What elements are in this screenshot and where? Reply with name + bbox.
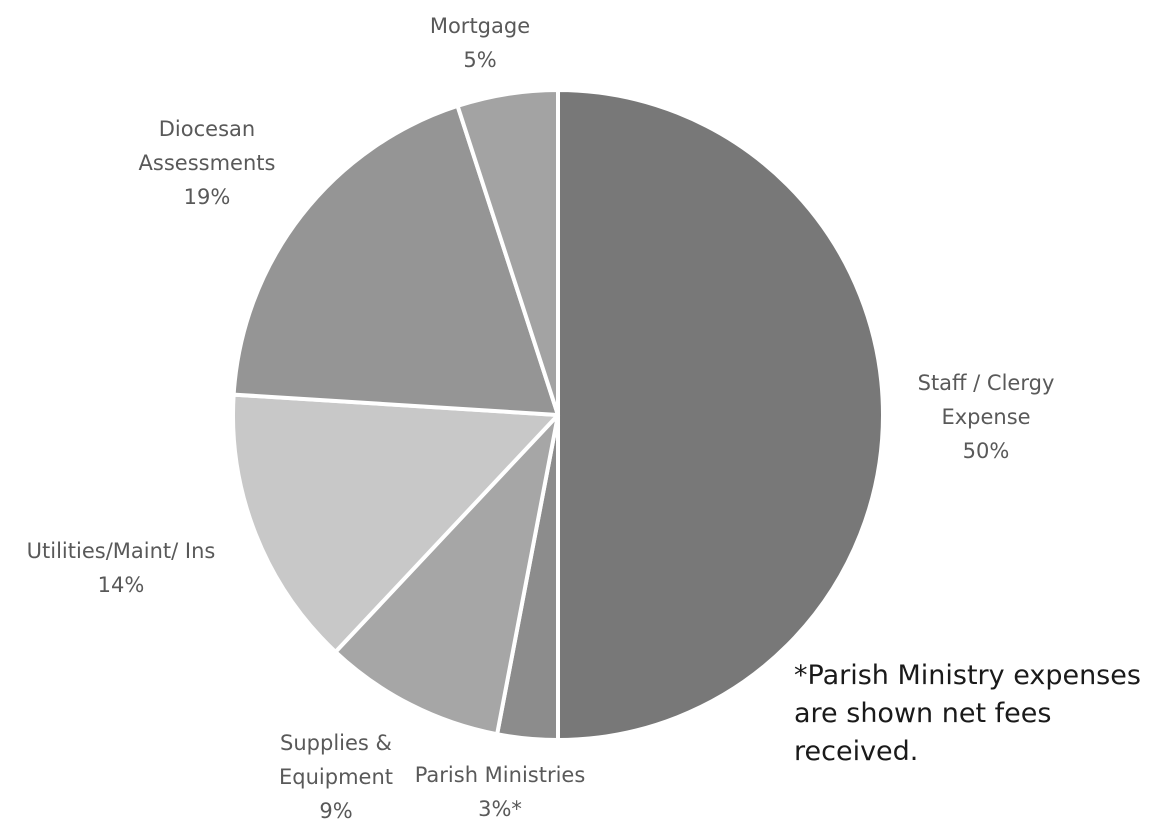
slice-label-line: Diocesan (159, 117, 255, 141)
slice-label-diocesan-assessments: Diocesan Assessments 19% (139, 117, 276, 209)
slice-label-line: 50% (963, 439, 1010, 463)
slice-label-line: Assessments (139, 151, 276, 175)
slice-label-line: Mortgage (430, 14, 530, 38)
slice-label-line: Staff / Clergy (918, 371, 1055, 395)
slice-label-line: Supplies & (280, 731, 392, 755)
slice-label-supplies-equipment: Supplies & Equipment 9% (279, 731, 393, 819)
slice-label-line: Equipment (279, 765, 393, 789)
slice-label-line: 19% (184, 185, 231, 209)
slice-label-staff-clergy-expense: Staff / Clergy Expense 50% (918, 371, 1055, 463)
pie-slices (231, 88, 885, 742)
footnote-annotation: *Parish Ministry expenses are shown net … (794, 660, 1141, 767)
pie-slice-mortgage (455, 88, 560, 417)
slice-label-line: Expense (941, 405, 1030, 429)
pie-slice-utilities-maint-ins (231, 392, 560, 654)
slice-label-line: 5% (463, 48, 496, 72)
slice-label-mortgage: Mortgage 5% (430, 14, 530, 72)
slice-label-utilities-maint-ins: Utilities/Maint/ Ins 14% (27, 539, 216, 597)
pie-slice-staff-clergy-expense (556, 88, 885, 742)
slice-label-line: 14% (98, 573, 145, 597)
pie-slice-supplies-equipment (333, 413, 560, 737)
pie-labels: Staff / Clergy Expense 50% Parish Ministrie… (27, 14, 1055, 819)
slice-label-line: Utilities/Maint/ Ins (27, 539, 216, 563)
slice-label-line: 9% (319, 799, 352, 819)
slice-label-parish-ministries: Parish Ministries 3%* (415, 763, 586, 819)
slice-label-line: Parish Ministries (415, 763, 586, 787)
slice-label-line: 3%* (478, 797, 522, 819)
pie-slice-diocesan-assessments (231, 103, 560, 417)
